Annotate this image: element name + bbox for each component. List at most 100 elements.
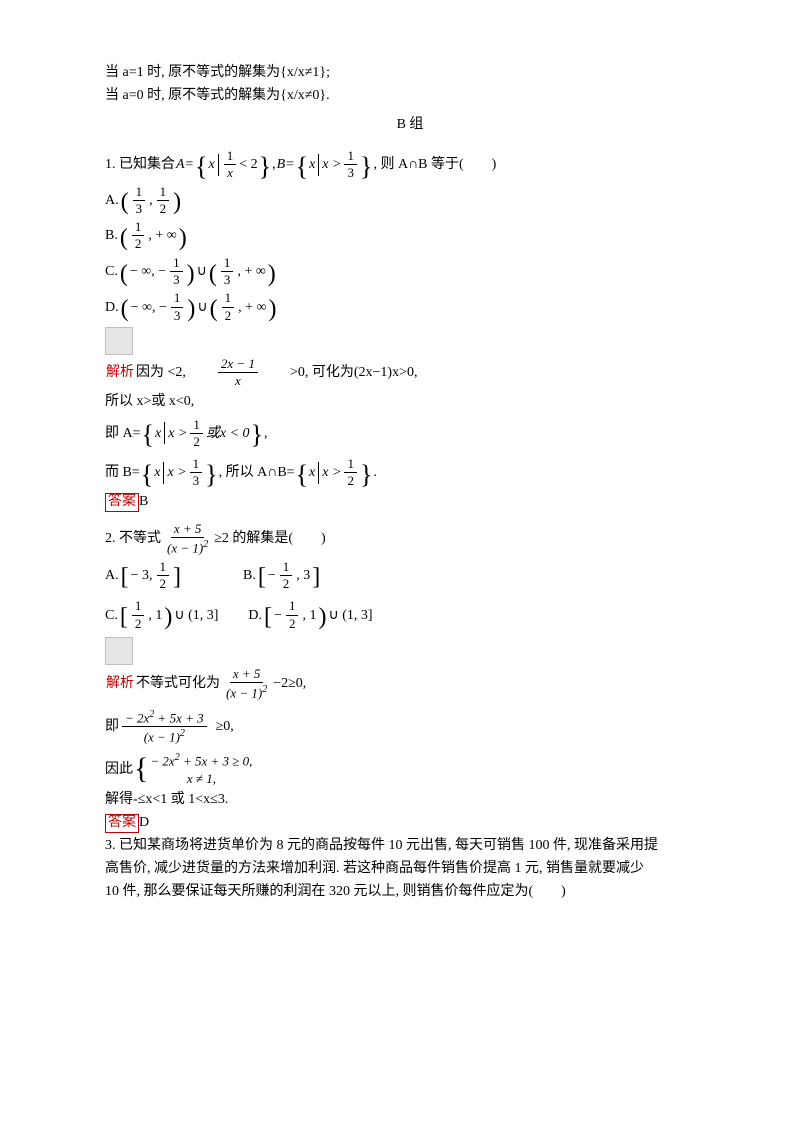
t: − 2x xyxy=(125,710,149,725)
q1-A-label: A= xyxy=(176,154,194,175)
q1-option-a: A. ( 13 , 12 ) xyxy=(105,185,715,217)
opt-label: A. xyxy=(105,190,119,211)
q2-stem: 2. 不等式 x + 5 (x − 1)2 ≥2 的解集是( ) xyxy=(105,522,715,556)
frac: 12 xyxy=(132,599,145,631)
q1-A-x: x xyxy=(208,154,214,175)
frac-den: 2 xyxy=(286,616,299,631)
frac-den: 2 xyxy=(344,473,357,488)
opt-label: D. xyxy=(248,605,262,626)
q1-stem: 1. 已知集合 A= { x 1 x < 2 } , B= { x x > 1 … xyxy=(105,149,715,181)
frac-num: 1 xyxy=(132,220,145,236)
frac: 13 xyxy=(190,457,203,489)
text: ∪ (1, 3] xyxy=(174,605,218,626)
frac-num: − 2x2 + 5x + 3 xyxy=(122,709,207,728)
frac-den: 2 xyxy=(132,616,145,631)
q2-option-d: D. [ − 12 , 1 ) ∪ (1, 3] xyxy=(248,599,372,631)
divider xyxy=(318,462,319,484)
q1-jiexi-l3: 即 A= { x x > 12 或x < 0 } , xyxy=(105,418,715,450)
q2-answer: 答案D xyxy=(105,812,715,833)
daan-tag: 答案 xyxy=(105,493,139,512)
text: 因此 xyxy=(105,759,133,780)
cases-body: − 2x2 + 5x + 3 ≥ 0, x ≠ 1, xyxy=(150,751,252,787)
q1-jiexi-l1: 解析 因为 <2, 2x − 1 x >0, 可化为(2x−1)x>0, xyxy=(105,357,715,389)
q2-option-c: C. [ 12 , 1 ) ∪ (1, 3] xyxy=(105,599,218,631)
opt-label: C. xyxy=(105,605,118,626)
text: − 3, xyxy=(131,565,153,586)
q2-jiexi-l3: 因此 { − 2x2 + 5x + 3 ≥ 0, x ≠ 1, xyxy=(105,751,715,787)
q1-option-d: D. ( − ∞, − 13 ) ∪ ( 12 , + ∞ ) xyxy=(105,291,715,323)
q1-lead: 1. 已知集合 xyxy=(105,154,175,175)
cases: { − 2x2 + 5x + 3 ≥ 0, x ≠ 1, xyxy=(134,751,252,787)
frac-num: 1 xyxy=(190,418,203,434)
frac-num: x + 5 xyxy=(171,522,205,538)
text: , 1 xyxy=(302,605,316,626)
placeholder-box xyxy=(105,637,133,665)
text: −2≥0, xyxy=(273,673,306,694)
opt-tail: , + ∞ xyxy=(148,225,176,246)
frac-den: 2 xyxy=(190,434,203,449)
jiexi-tag: 解析 xyxy=(105,673,135,694)
placeholder-box xyxy=(105,327,133,355)
text: ≥0, xyxy=(216,716,234,737)
answer-value: B xyxy=(139,494,148,509)
frac-num: 1 xyxy=(171,291,184,307)
text: ∪ (1, 3] xyxy=(328,605,372,626)
sup: 2 xyxy=(180,728,185,739)
q2-options-row2: C. [ 12 , 1 ) ∪ (1, 3] D. [ − 12 , 1 ) ∪… xyxy=(105,595,715,635)
opt-label: B. xyxy=(105,225,118,246)
frac-den: (x − 1)2 xyxy=(164,538,211,556)
q3-l1: 3. 已知某商场将进货单价为 8 元的商品按每件 10 元出售, 每天可销售 1… xyxy=(105,835,715,856)
frac-num: 2x − 1 xyxy=(218,357,258,373)
x: x xyxy=(309,462,315,483)
text: , xyxy=(264,423,268,444)
text: , 3 xyxy=(296,565,310,586)
opt-label: B. xyxy=(243,565,256,586)
frac-den: 3 xyxy=(344,165,357,180)
frac: 12 xyxy=(157,185,170,217)
den-base: (x − 1) xyxy=(226,685,262,700)
frac: 13 xyxy=(133,185,146,217)
q2-option-a: A. [ − 3, 12 ] xyxy=(105,560,181,592)
opt-label: C. xyxy=(105,261,118,282)
divider xyxy=(218,154,219,176)
frac: 13 xyxy=(171,291,184,323)
frac: 12 xyxy=(190,418,203,450)
q1-jiexi-l2: 所以 x>或 x<0, xyxy=(105,391,715,412)
group-b-title: B 组 xyxy=(105,114,715,135)
q1-tail: , 则 A∩B 等于( ) xyxy=(373,154,496,175)
text: x > xyxy=(322,462,341,483)
frac: 2x − 1 x xyxy=(218,357,258,389)
frac-num: 1 xyxy=(286,599,299,615)
q1-B-label: B= xyxy=(277,154,295,175)
q1-option-b: B. ( 12 , + ∞ ) xyxy=(105,220,715,252)
seg: − ∞, − xyxy=(131,297,167,318)
opt-label: D. xyxy=(105,297,119,318)
frac-num: 1 xyxy=(133,185,146,201)
text: 不等式可化为 xyxy=(136,673,220,694)
frac-den: x xyxy=(224,165,236,180)
frac-num: x + 5 xyxy=(230,667,264,683)
case1: − 2x2 + 5x + 3 ≥ 0, xyxy=(150,751,252,770)
text: >0, 可化为(2x−1)x>0, xyxy=(290,362,418,383)
union: ∪ xyxy=(197,297,207,318)
frac: 12 xyxy=(344,457,357,489)
seg: − ∞, − xyxy=(130,261,166,282)
jiexi-tag: 解析 xyxy=(105,362,135,383)
frac-num: 1 xyxy=(221,256,234,272)
q1-jiexi-l4: 而 B= { x x > 13 } , 所以 A∩B= { x x > 12 }… xyxy=(105,457,715,489)
q2-jiexi-l4: 解得-≤x<1 或 1<x≤3. xyxy=(105,789,715,810)
text: , 所以 A∩B= xyxy=(219,462,295,483)
page-root: 当 a=1 时, 原不等式的解集为{x/x≠1}; 当 a=0 时, 原不等式的… xyxy=(0,0,800,964)
text: x > xyxy=(168,423,187,444)
frac-den: (x − 1)2 xyxy=(141,727,188,745)
frac-den: 2 xyxy=(132,236,145,251)
frac-num: 1 xyxy=(222,291,235,307)
frac-den: 2 xyxy=(222,308,235,323)
text: 即 A= xyxy=(105,423,141,444)
frac-den: 3 xyxy=(171,308,184,323)
q2-tail: ≥2 的解集是( ) xyxy=(214,528,326,549)
frac-num: 1 xyxy=(157,560,170,576)
text: x > xyxy=(167,462,186,483)
den-base: (x − 1) xyxy=(167,540,203,555)
q1-option-c: C. ( − ∞, − 13 ) ∪ ( 13 , + ∞ ) xyxy=(105,256,715,288)
